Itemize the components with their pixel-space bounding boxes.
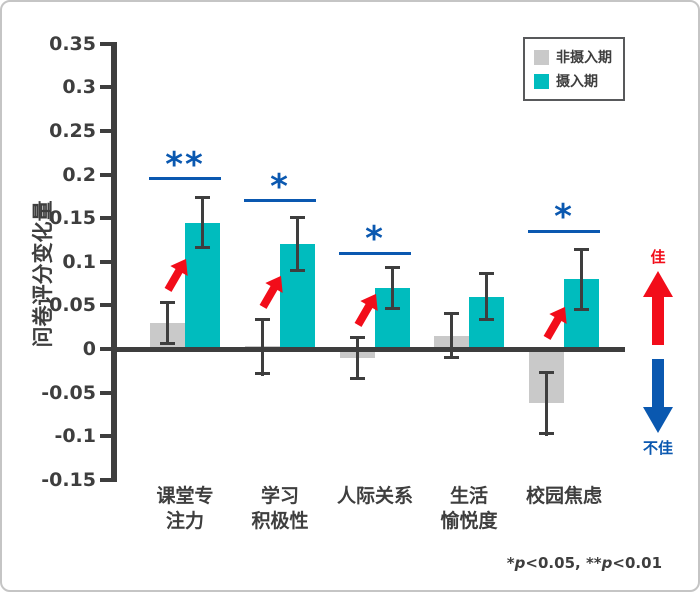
improvement-arrow-icon-1 xyxy=(158,253,195,295)
error-bar-non-intake-4-cap-bottom xyxy=(444,356,459,359)
x-axis-zero-line xyxy=(111,347,625,352)
error-bar-non-intake-4-cap-top xyxy=(444,312,459,315)
y-axis-tick xyxy=(100,173,111,177)
legend-swatch-gray xyxy=(534,49,549,65)
error-bar-non-intake-4 xyxy=(450,312,453,359)
error-bar-intake-2-cap-bottom xyxy=(290,269,305,272)
error-bar-intake-3-cap-bottom xyxy=(385,307,400,310)
direction-indicator: 佳 不佳 xyxy=(635,246,681,458)
significance-stars: ** xyxy=(165,145,205,185)
legend-label-non-intake: 非摄入期 xyxy=(556,50,612,66)
legend-item-non-intake: 非摄入期 xyxy=(534,47,614,67)
y-tick-label: 0.2 xyxy=(62,164,96,186)
error-bar-intake-5-cap-bottom xyxy=(574,308,589,311)
good-label: 佳 xyxy=(650,248,666,266)
y-tick-label: 0.35 xyxy=(49,33,96,55)
y-axis-tick xyxy=(100,216,111,220)
error-bar-non-intake-3-cap-bottom xyxy=(350,377,365,380)
y-axis-tick xyxy=(100,347,111,351)
error-bar-intake-1 xyxy=(201,196,204,248)
error-bar-non-intake-5 xyxy=(545,371,548,436)
y-axis-tick xyxy=(100,434,111,438)
y-axis-tick xyxy=(100,303,111,307)
improvement-arrow-icon-5 xyxy=(537,301,574,343)
significance-line xyxy=(149,177,221,180)
error-bar-non-intake-2-cap-top xyxy=(255,318,270,321)
error-bar-intake-4-cap-top xyxy=(479,272,494,275)
error-bar-non-intake-1 xyxy=(166,301,169,345)
y-tick-label: 0.1 xyxy=(62,251,96,273)
error-bar-intake-5 xyxy=(580,248,583,311)
y-tick-label: 0.3 xyxy=(62,76,96,98)
error-bar-non-intake-2 xyxy=(261,318,264,376)
error-bar-intake-2-cap-top xyxy=(290,216,305,219)
y-tick-label: -0.1 xyxy=(54,425,96,447)
error-bar-intake-4-cap-bottom xyxy=(479,318,494,321)
error-bar-non-intake-1-cap-bottom xyxy=(160,342,175,345)
y-tick-label: 0.15 xyxy=(49,207,96,229)
category-label-5: 校园焦虑 xyxy=(525,485,602,507)
significance-line xyxy=(244,199,316,202)
error-bar-non-intake-5-cap-top xyxy=(539,371,554,374)
legend-label-intake: 摄入期 xyxy=(556,74,598,90)
y-axis-line xyxy=(111,42,117,482)
legend-swatch-teal xyxy=(534,73,549,89)
error-bar-intake-5-cap-top xyxy=(574,248,589,251)
error-bar-non-intake-3-cap-top xyxy=(350,336,365,339)
bad-down-arrow-icon xyxy=(643,359,673,433)
error-bar-intake-1-cap-bottom xyxy=(195,246,210,249)
y-axis-tick xyxy=(100,85,111,89)
y-axis-tick xyxy=(100,478,111,482)
y-axis-tick xyxy=(100,129,111,133)
error-bar-non-intake-1-cap-top xyxy=(160,301,175,304)
y-tick-label: -0.15 xyxy=(41,469,96,491)
error-bar-intake-3 xyxy=(391,266,394,310)
error-bar-intake-4 xyxy=(485,272,488,321)
legend: 非摄入期 摄入期 xyxy=(523,37,625,101)
error-bar-intake-1-cap-top xyxy=(195,196,210,199)
significance-stars: * xyxy=(554,197,574,237)
error-bar-non-intake-2-cap-bottom xyxy=(255,372,270,375)
y-axis-tick xyxy=(100,42,111,46)
error-bar-intake-2 xyxy=(296,216,299,272)
significance-line xyxy=(528,230,600,233)
y-axis-title: 问卷评分变化量 xyxy=(31,200,55,348)
significance-line xyxy=(339,252,411,255)
error-bar-intake-3-cap-top xyxy=(385,266,400,269)
category-label-1: 课堂专 注力 xyxy=(156,485,214,532)
error-bar-non-intake-3 xyxy=(356,336,359,380)
significance-stars: * xyxy=(270,167,290,207)
category-label-2: 学习 积极性 xyxy=(251,485,309,532)
legend-item-intake: 摄入期 xyxy=(534,71,614,91)
improvement-arrow-icon-2 xyxy=(253,270,290,312)
y-tick-label: 0.05 xyxy=(49,294,96,316)
good-up-arrow-icon xyxy=(643,271,673,345)
improvement-arrow-icon-3 xyxy=(348,288,385,330)
significance-footnote: *p<0.05, **p<0.01 xyxy=(506,554,662,572)
significance-stars: * xyxy=(365,219,385,259)
y-axis-tick xyxy=(100,260,111,264)
y-tick-label: 0 xyxy=(82,338,96,360)
category-label-4: 生活 愉悦度 xyxy=(440,485,498,532)
y-axis-tick xyxy=(100,391,111,395)
category-label-3: 人际关系 xyxy=(336,485,413,507)
y-tick-label: 0.25 xyxy=(49,120,96,142)
bad-label: 不佳 xyxy=(642,439,673,457)
y-tick-label: -0.05 xyxy=(41,382,96,404)
error-bar-non-intake-5-cap-bottom xyxy=(539,432,554,435)
